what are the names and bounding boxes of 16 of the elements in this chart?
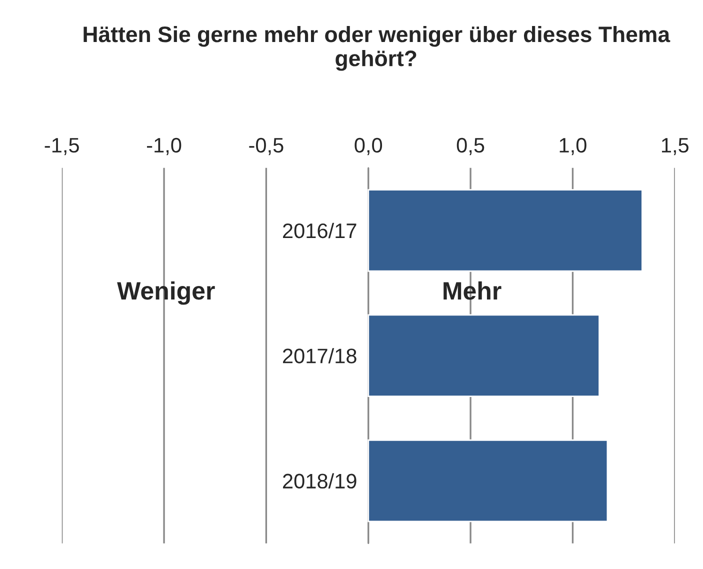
x-tick-label: 1,0 (560, 138, 586, 156)
x-tick-label: -0,5 (249, 138, 284, 156)
x-tick-label: -1,5 (44, 138, 79, 156)
x-tick-label: 1,5 (662, 138, 688, 156)
y-tick-label: 2018/19 (283, 473, 356, 489)
chart-title: Hätten Sie gerne mehr oder weniger über dieses Thema gehört? (84, 26, 670, 71)
bar (368, 314, 600, 398)
y-tick-label: 2016/17 (283, 222, 356, 238)
y-tick-label: 2017/18 (283, 348, 356, 364)
bar (368, 189, 643, 272)
x-tick-label: 0,0 (354, 138, 382, 156)
annotation: Weniger (117, 281, 215, 305)
annotation: Mehr (444, 281, 502, 300)
x-tick-label: -1,0 (147, 138, 182, 156)
bar (368, 439, 608, 522)
x-tick-label: 0,5 (456, 138, 484, 156)
